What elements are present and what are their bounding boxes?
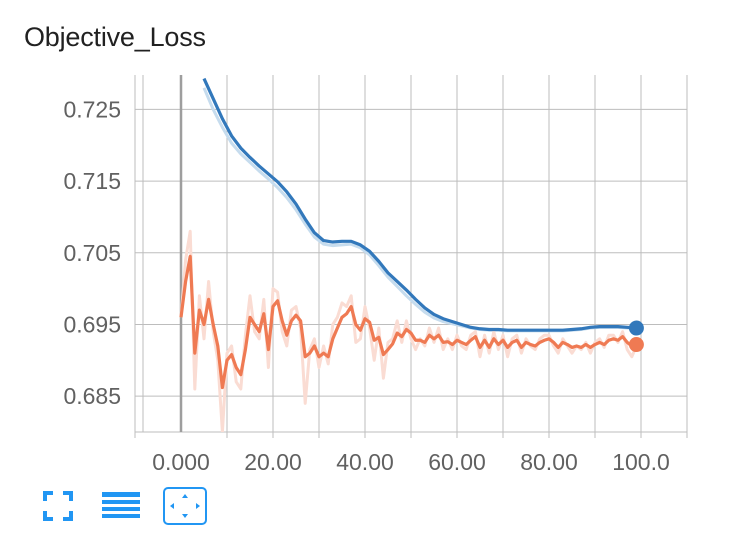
y-tick-label: 0.725 — [63, 96, 121, 122]
list-icon — [102, 492, 140, 518]
raw-series — [179, 87, 638, 432]
x-tick-label: 20.00 — [244, 449, 302, 475]
smoothed-line-series-0 — [202, 77, 637, 332]
fit-domain-icon — [170, 494, 200, 518]
y-tick-label: 0.715 — [63, 168, 121, 194]
smoothed-line-series-1 — [179, 254, 637, 390]
end-points — [628, 320, 644, 353]
loss-chart[interactable]: 0.685 0.695 0.705 0.715 0.725 0.000 20.00 40.0… — [0, 0, 736, 480]
axes — [135, 75, 687, 433]
smoothed-series — [179, 77, 637, 390]
x-tick-label: 0.000 — [152, 449, 210, 475]
end-point-series-1[interactable] — [628, 337, 644, 353]
x-tick-label: 60.00 — [428, 449, 486, 475]
fullscreen-button[interactable] — [40, 488, 76, 524]
chart-title: Objective_Loss — [24, 22, 206, 52]
fullscreen-icon — [43, 491, 73, 521]
grid — [134, 75, 688, 438]
raw-line-series-0 — [202, 87, 637, 333]
x-tick-labels: 0.000 20.00 40.00 60.00 80.00 100.0 — [152, 449, 670, 475]
y-tick-label: 0.705 — [63, 240, 121, 266]
x-tick-label: 100.0 — [612, 449, 670, 475]
end-point-series-0[interactable] — [628, 320, 644, 336]
y-tick-label: 0.695 — [63, 311, 121, 337]
toggle-log-scale-button[interactable] — [101, 488, 141, 524]
x-tick-label: 40.00 — [336, 449, 394, 475]
y-tick-labels: 0.685 0.695 0.705 0.715 0.725 — [63, 96, 121, 409]
y-tick-label: 0.685 — [63, 383, 121, 409]
fit-domain-button[interactable] — [163, 487, 207, 525]
x-tick-label: 80.00 — [520, 449, 578, 475]
